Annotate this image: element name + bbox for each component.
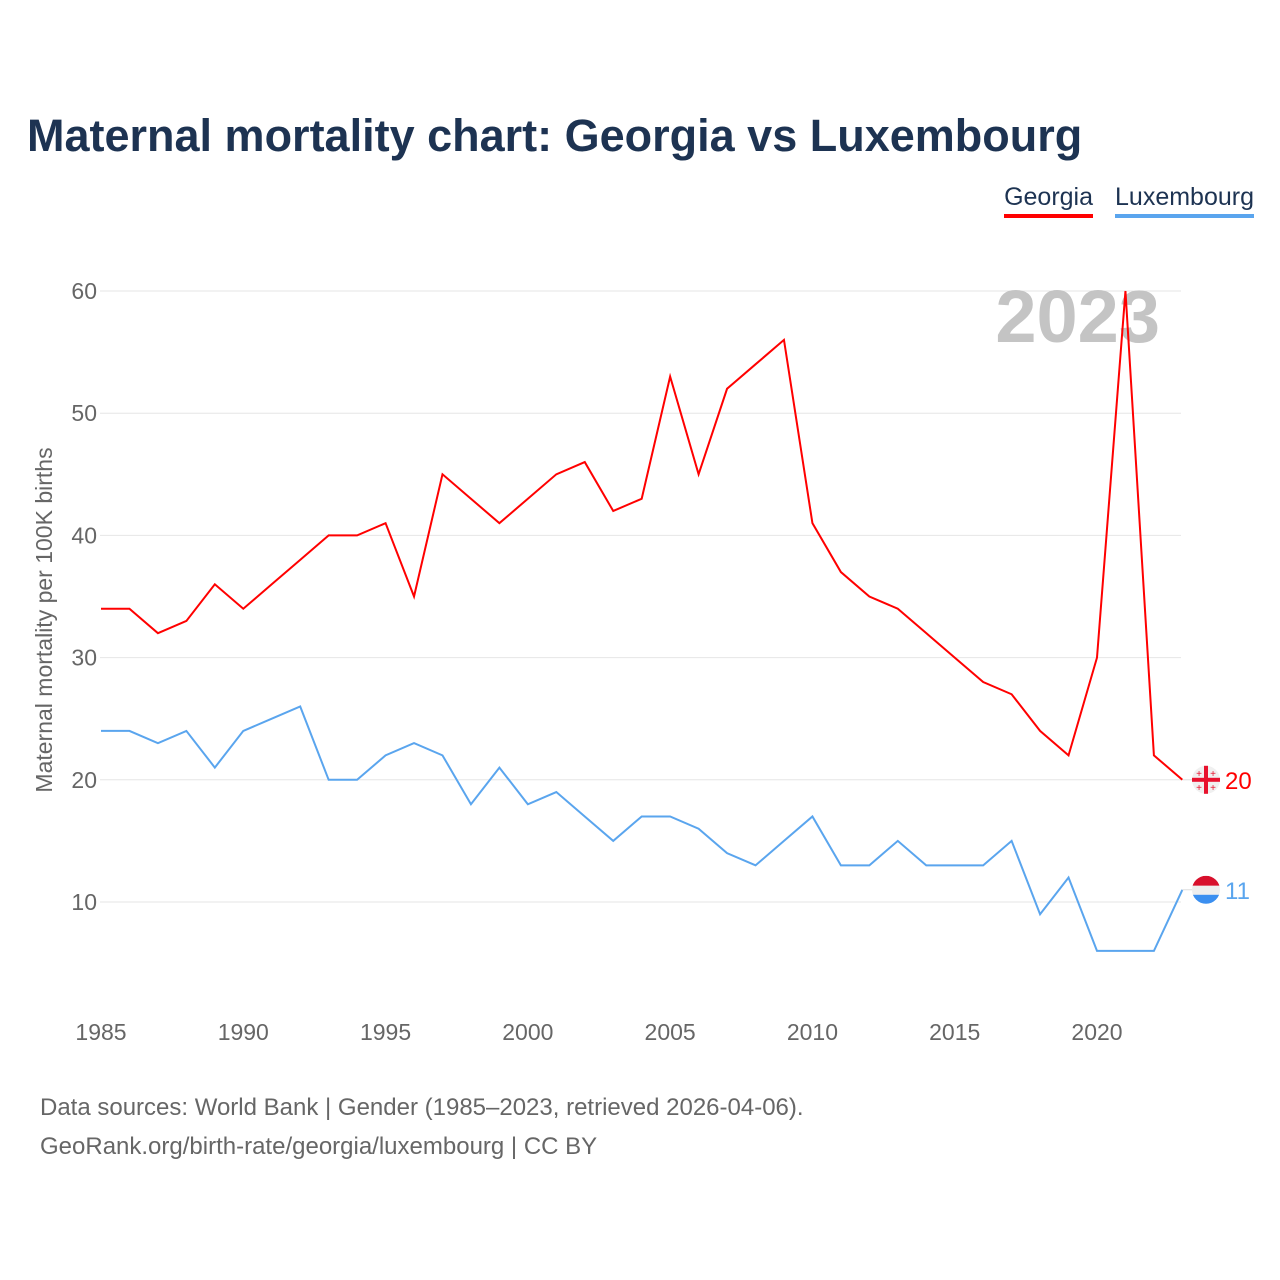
y-axis-label: Maternal mortality per 100K births [31,447,57,792]
legend: Georgia Luxembourg [1004,183,1254,218]
georgia-flag-icon [1204,765,1208,794]
georgia-flag-icon: + [1210,783,1216,794]
y-tick-label: 60 [71,278,97,304]
georgia-flag-icon: + [1196,783,1202,794]
luxembourg-flag-icon [1192,875,1220,886]
chart-title: Maternal mortality chart: Georgia vs Lux… [27,110,1083,161]
luxembourg-flag-icon [1192,885,1220,895]
georgia-flag-icon: + [1210,769,1216,780]
series-line-luxembourg [101,705,1184,952]
source-line-2: GeoRank.org/birth-rate/georgia/luxembour… [40,1133,598,1160]
legend-luxembourg[interactable]: Luxembourg [1115,183,1254,218]
source-line-1: Data sources: World Bank | Gender (1985–… [40,1094,804,1121]
x-tick-label: 2015 [929,1019,980,1045]
x-tick-label: 2010 [787,1019,838,1045]
luxembourg-flag-icon [1192,894,1220,904]
legend-georgia[interactable]: Georgia [1004,183,1094,218]
x-tick-label: 2000 [502,1019,553,1045]
end-value-label: 20 [1225,768,1252,795]
series-line-georgia [101,290,1184,781]
source-note: Data sources: World Bank | Gender (1985–… [40,1088,804,1166]
x-tick-label: 2005 [645,1019,696,1045]
y-tick-label: 20 [71,767,97,793]
x-tick-label: 1995 [360,1019,411,1045]
x-tick-label: 1990 [218,1019,269,1045]
end-value-label: 11 [1225,878,1250,905]
georgia-flag-icon: + [1196,769,1202,780]
y-tick-label: 30 [71,645,97,671]
x-tick-label: 1985 [75,1019,126,1045]
year-watermark: 2023 [995,275,1160,358]
y-tick-label: 50 [71,400,97,426]
y-tick-label: 10 [71,889,97,915]
y-tick-label: 40 [71,522,97,548]
x-tick-label: 2020 [1071,1019,1122,1045]
